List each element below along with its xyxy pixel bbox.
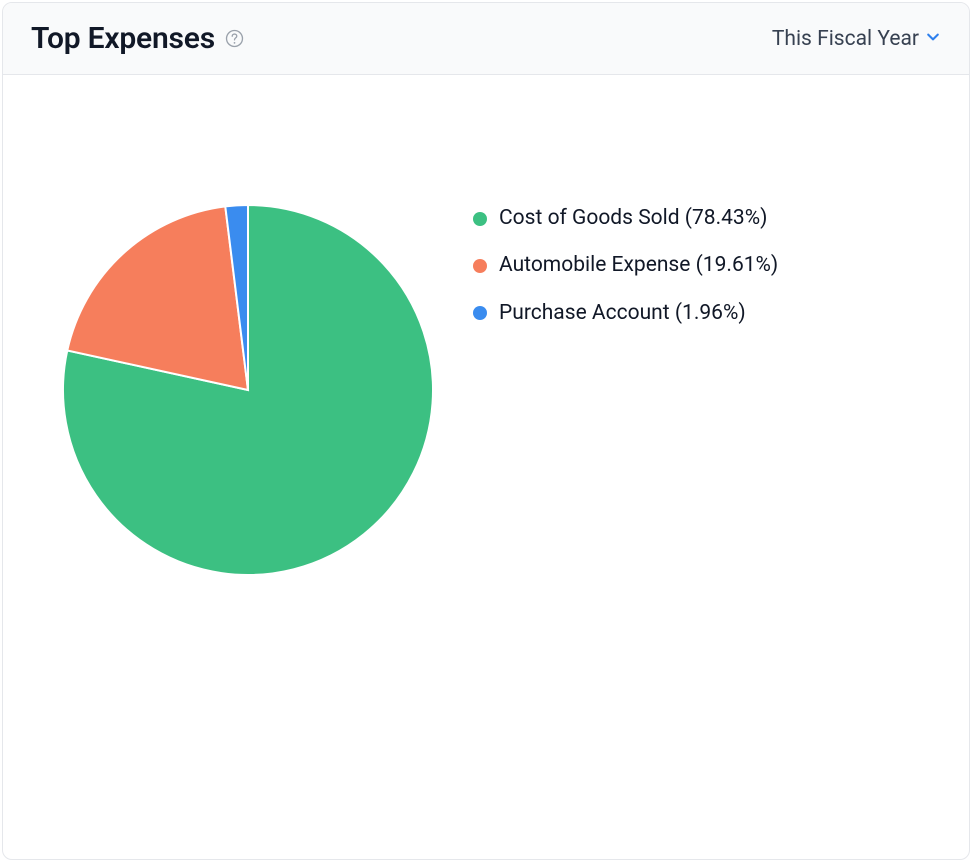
legend-item-1[interactable]: Automobile Expense (19.61%) [473, 252, 939, 279]
period-selector[interactable]: This Fiscal Year [772, 27, 941, 51]
legend-dot-icon [473, 306, 487, 320]
legend-label: Automobile Expense (19.61%) [499, 252, 778, 279]
period-label: This Fiscal Year [772, 27, 919, 51]
top-expenses-card: Top Expenses This Fiscal Year Cost of Go… [2, 2, 970, 860]
chevron-down-icon [925, 27, 941, 51]
help-icon[interactable] [225, 29, 245, 49]
legend-label: Cost of Goods Sold (78.43%) [499, 205, 767, 232]
legend-item-2[interactable]: Purchase Account (1.96%) [473, 300, 939, 327]
legend-label: Purchase Account (1.96%) [499, 300, 746, 327]
card-body: Cost of Goods Sold (78.43%) Automobile Ex… [3, 75, 969, 859]
pie-chart [33, 115, 463, 605]
card-title: Top Expenses [31, 21, 215, 56]
title-wrap: Top Expenses [31, 21, 245, 56]
legend-dot-icon [473, 212, 487, 226]
legend-item-0[interactable]: Cost of Goods Sold (78.43%) [473, 205, 939, 232]
legend-dot-icon [473, 259, 487, 273]
legend: Cost of Goods Sold (78.43%) Automobile Ex… [463, 115, 939, 347]
card-header: Top Expenses This Fiscal Year [3, 3, 969, 75]
